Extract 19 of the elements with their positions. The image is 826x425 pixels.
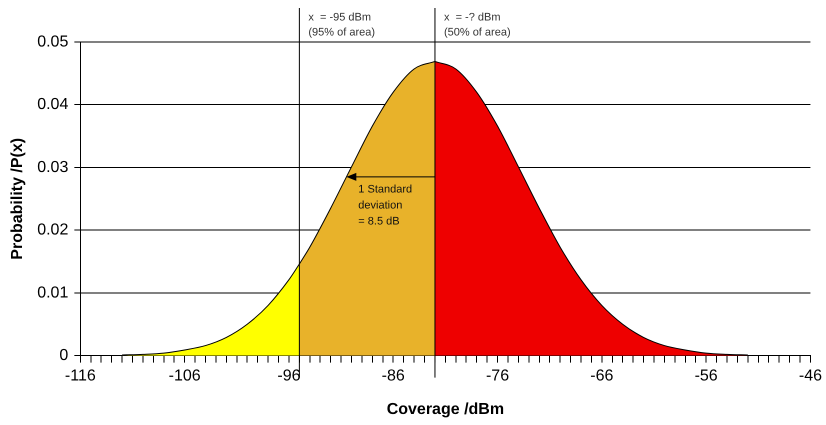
y-tick-label: 0.05 [37, 33, 68, 50]
x-tick-label: -76 [486, 368, 510, 385]
y-axis-title: Probability /P(x) [9, 138, 26, 260]
x-tick-label: -116 [64, 368, 96, 385]
y-tick-label: 0.02 [37, 222, 68, 239]
ref-line-label: x = -95 dBm (95% of area) [308, 12, 376, 39]
x-tick-label: -66 [590, 368, 614, 385]
y-tick-label: 0.04 [37, 96, 68, 114]
annotation: 1 Standard deviation = 8.5 dB [358, 183, 412, 228]
x-tick-label: -106 [168, 368, 201, 385]
x-tick-label: -46 [798, 368, 822, 385]
ref-line-label: x = -? dBm (50% of area) [444, 12, 511, 39]
y-tick-label: 0 [59, 347, 68, 364]
x-tick-label: -56 [694, 368, 718, 385]
y-tick-label: 0.01 [37, 284, 68, 302]
y-tick-label: 0.03 [37, 158, 68, 176]
x-tick-label: -86 [382, 368, 405, 385]
x-tick-label: -96 [277, 368, 301, 385]
x-axis-title: Coverage /dBm [386, 400, 504, 418]
